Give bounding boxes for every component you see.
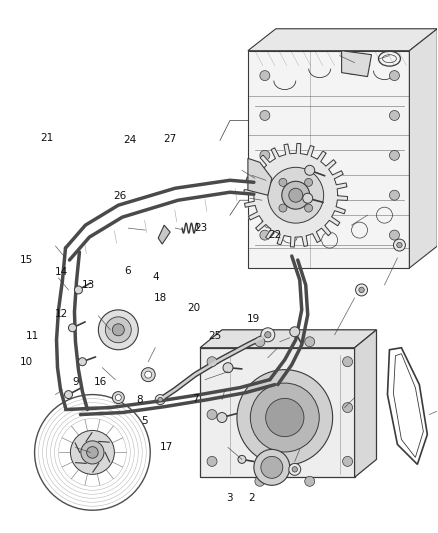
Circle shape (389, 230, 399, 240)
Circle shape (217, 413, 227, 423)
Text: 3: 3 (226, 492, 233, 503)
Text: 23: 23 (194, 223, 207, 233)
Circle shape (112, 392, 124, 403)
Polygon shape (342, 51, 371, 77)
Circle shape (207, 357, 217, 367)
Polygon shape (158, 225, 170, 244)
Circle shape (68, 324, 77, 332)
Circle shape (389, 150, 399, 160)
Circle shape (71, 431, 114, 474)
Text: 16: 16 (94, 377, 107, 387)
Circle shape (158, 397, 162, 402)
Circle shape (260, 110, 270, 120)
Circle shape (255, 337, 265, 347)
Text: 8: 8 (136, 395, 143, 406)
Text: 22: 22 (268, 230, 282, 240)
Circle shape (115, 394, 121, 401)
Circle shape (343, 402, 353, 413)
Text: 7: 7 (192, 394, 198, 405)
Circle shape (304, 179, 313, 187)
Circle shape (237, 370, 332, 465)
Text: 10: 10 (19, 357, 32, 367)
Circle shape (343, 357, 353, 367)
Text: 27: 27 (163, 134, 177, 144)
Circle shape (207, 409, 217, 419)
Polygon shape (248, 158, 272, 195)
Text: 14: 14 (54, 267, 67, 277)
Text: 21: 21 (40, 133, 53, 143)
Circle shape (289, 463, 301, 475)
Circle shape (99, 310, 138, 350)
Circle shape (261, 456, 283, 478)
Text: 20: 20 (187, 303, 200, 313)
Circle shape (112, 324, 124, 336)
Circle shape (74, 286, 82, 294)
Text: 25: 25 (208, 330, 221, 341)
Polygon shape (200, 348, 355, 478)
Polygon shape (244, 143, 348, 247)
Circle shape (81, 441, 104, 464)
Circle shape (260, 230, 270, 240)
Text: 18: 18 (153, 293, 167, 303)
Circle shape (304, 204, 313, 212)
Circle shape (292, 467, 297, 472)
Circle shape (305, 477, 314, 486)
Text: 6: 6 (124, 266, 131, 276)
Circle shape (389, 190, 399, 200)
Text: 19: 19 (247, 313, 260, 324)
Text: 13: 13 (81, 280, 95, 290)
Circle shape (251, 383, 319, 452)
Circle shape (289, 188, 303, 202)
Text: 15: 15 (19, 255, 33, 265)
Circle shape (260, 190, 270, 200)
Text: 9: 9 (72, 377, 79, 387)
Circle shape (155, 394, 165, 405)
Circle shape (238, 455, 246, 463)
Circle shape (260, 71, 270, 80)
Circle shape (397, 243, 402, 248)
Circle shape (255, 477, 265, 486)
Polygon shape (355, 330, 377, 478)
Text: 5: 5 (141, 416, 148, 425)
Text: 4: 4 (152, 272, 159, 282)
Circle shape (389, 71, 399, 80)
Circle shape (265, 332, 271, 338)
Circle shape (279, 179, 287, 187)
Circle shape (282, 181, 310, 209)
Text: 26: 26 (113, 191, 126, 201)
Circle shape (389, 110, 399, 120)
Circle shape (64, 391, 72, 399)
Circle shape (356, 284, 367, 296)
Text: 11: 11 (25, 330, 39, 341)
Circle shape (260, 150, 270, 160)
Circle shape (359, 287, 364, 293)
Circle shape (279, 204, 287, 212)
Circle shape (106, 317, 131, 343)
Circle shape (261, 328, 275, 342)
Polygon shape (410, 29, 437, 268)
Circle shape (343, 456, 353, 466)
Polygon shape (200, 330, 377, 348)
Circle shape (254, 449, 290, 486)
Text: 12: 12 (54, 309, 67, 319)
Circle shape (141, 368, 155, 382)
Circle shape (393, 239, 406, 251)
Circle shape (303, 193, 313, 203)
Circle shape (305, 165, 314, 175)
Polygon shape (248, 51, 410, 268)
Circle shape (78, 358, 86, 366)
Circle shape (223, 362, 233, 373)
Polygon shape (248, 29, 437, 51)
Circle shape (87, 447, 98, 458)
Text: 24: 24 (123, 135, 136, 145)
Circle shape (145, 371, 152, 378)
Circle shape (207, 456, 217, 466)
Text: 17: 17 (160, 442, 173, 452)
Circle shape (266, 398, 304, 437)
Circle shape (268, 167, 324, 223)
Circle shape (305, 337, 314, 347)
Circle shape (290, 327, 300, 337)
Text: 2: 2 (248, 492, 255, 503)
